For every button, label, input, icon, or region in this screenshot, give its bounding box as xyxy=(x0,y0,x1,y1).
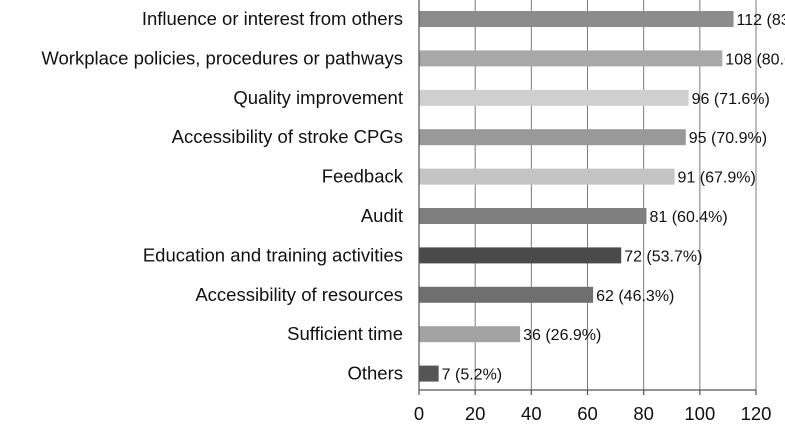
category-label: Influence or interest from others xyxy=(142,8,403,29)
bar xyxy=(419,168,675,185)
category-label: Feedback xyxy=(322,166,404,187)
bars xyxy=(419,11,734,382)
bar xyxy=(419,89,689,106)
data-label: 7 (5.2%) xyxy=(442,367,502,384)
x-tick-label: 20 xyxy=(465,403,486,424)
data-label: 112 (83.6%) xyxy=(737,12,785,29)
x-tick-label: 40 xyxy=(521,403,542,424)
data-label: 95 (70.9%) xyxy=(689,130,767,147)
x-tick-label: 60 xyxy=(577,403,598,424)
category-label: Sufficient time xyxy=(287,323,403,344)
category-label: Accessibility of stroke CPGs xyxy=(172,126,403,147)
bar xyxy=(419,286,594,303)
category-label: Others xyxy=(347,363,403,384)
category-label: Education and training activities xyxy=(143,244,403,265)
bar xyxy=(419,326,521,343)
x-tick-label: 80 xyxy=(633,403,654,424)
data-label: 36 (26.9%) xyxy=(523,327,601,344)
bar xyxy=(419,50,723,67)
x-tick-label: 100 xyxy=(684,403,715,424)
data-label: 96 (71.6%) xyxy=(692,91,770,108)
category-label: Audit xyxy=(361,205,403,226)
data-label: 91 (67.9%) xyxy=(678,170,756,187)
bar xyxy=(419,365,439,382)
bar xyxy=(419,11,734,27)
data-label: 72 (53.7%) xyxy=(624,248,702,265)
bar xyxy=(419,247,622,264)
x-tick-label: 120 xyxy=(741,403,772,424)
x-tick-label: 0 xyxy=(414,403,424,424)
value-labels: 112 (83.6%) 108 (80.6%) 96 (71.6%) 95 (70.9… xyxy=(442,12,785,384)
category-labels: Influence or interest from others Workpla… xyxy=(41,8,403,384)
data-label: 81 (60.4%) xyxy=(649,209,727,226)
bar xyxy=(419,208,647,224)
data-label: 108 (80.6%) xyxy=(725,51,785,68)
x-axis: 0 20 40 60 80 100 120 xyxy=(414,0,772,424)
category-label: Quality improvement xyxy=(233,87,403,108)
category-label: Workplace policies, procedures or pathwa… xyxy=(41,47,403,68)
data-label: 62 (46.3%) xyxy=(596,288,674,305)
bar xyxy=(419,129,686,146)
category-label: Accessibility of resources xyxy=(195,284,403,305)
